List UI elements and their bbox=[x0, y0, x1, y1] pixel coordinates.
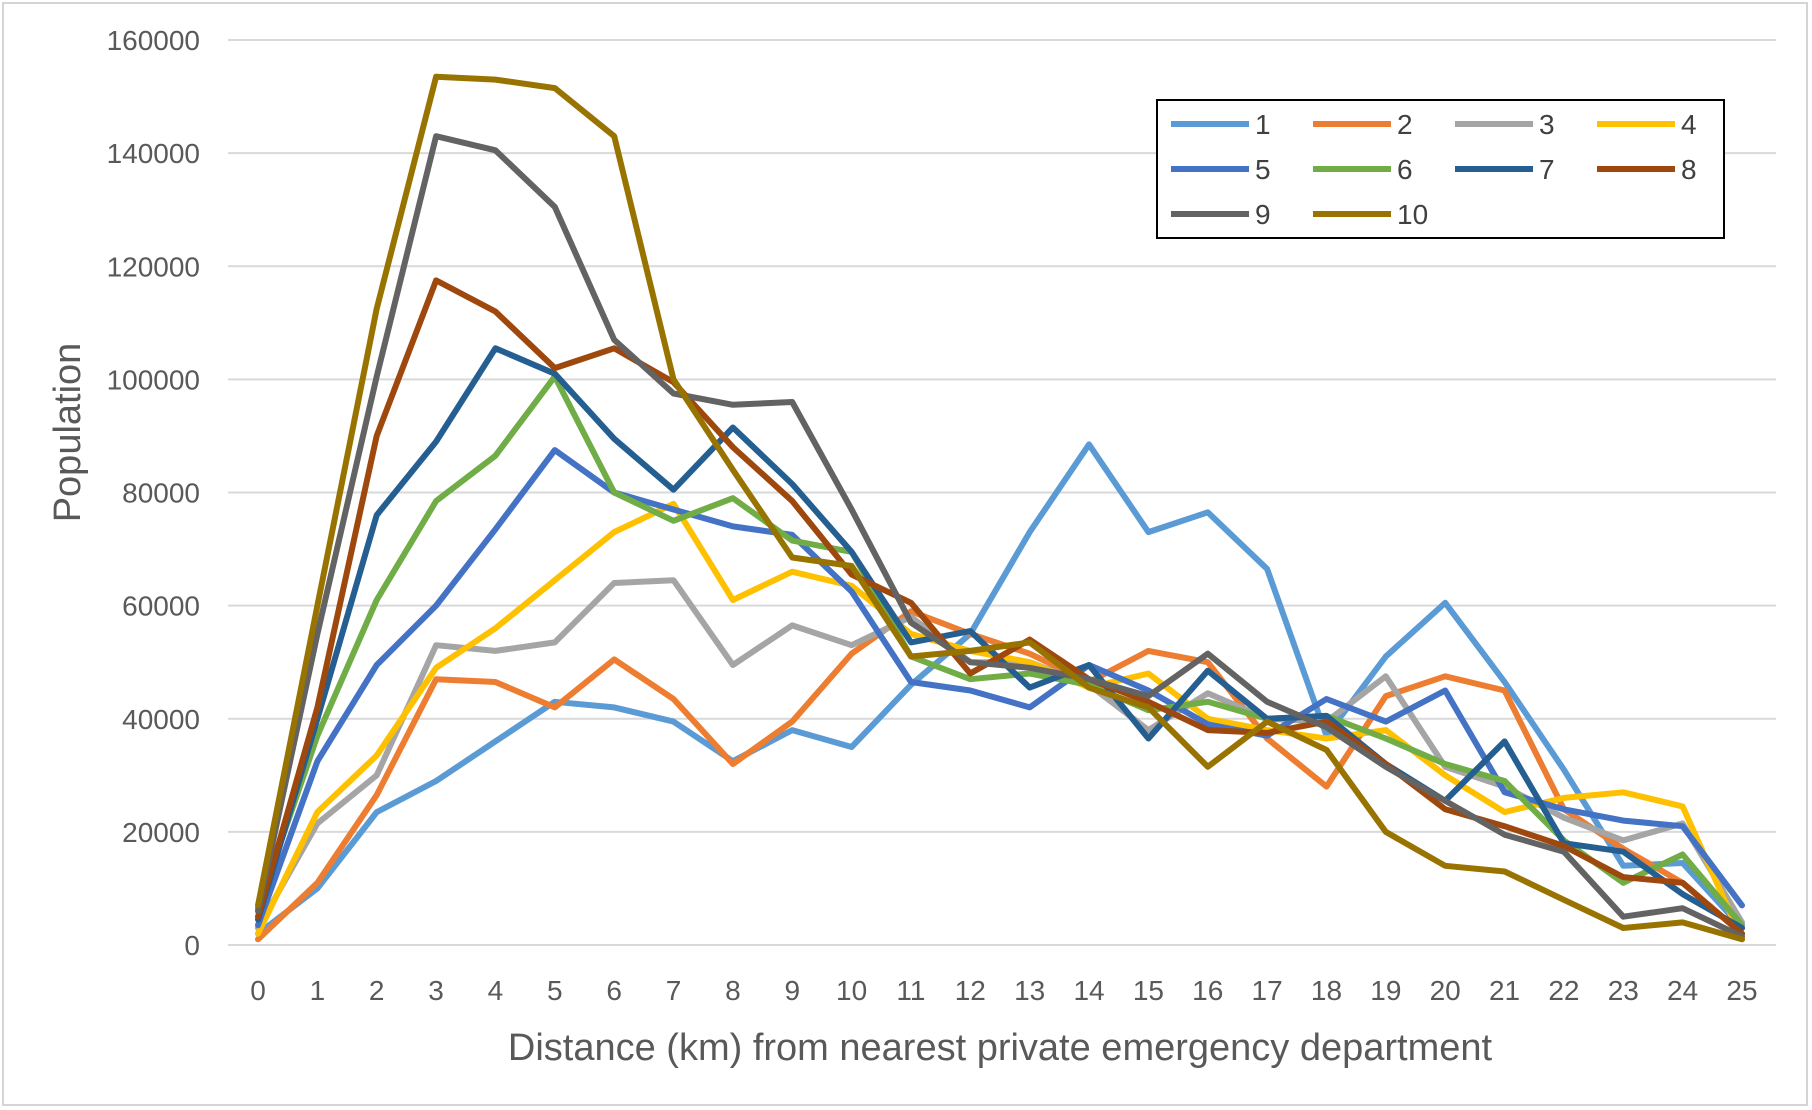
series-line-8 bbox=[255, 277, 1745, 937]
y-tick-label: 60000 bbox=[122, 591, 200, 622]
grid-lines bbox=[228, 39, 1776, 946]
legend-label-10: 10 bbox=[1397, 199, 1428, 230]
series-line-10 bbox=[255, 73, 1745, 943]
x-tick-label: 2 bbox=[369, 975, 385, 1006]
x-tick-label: 21 bbox=[1489, 975, 1520, 1006]
x-tick-label: 7 bbox=[666, 975, 682, 1006]
x-tick-label: 23 bbox=[1608, 975, 1639, 1006]
x-tick-label: 3 bbox=[428, 975, 444, 1006]
x-tick-label: 14 bbox=[1073, 975, 1104, 1006]
x-tick-label: 25 bbox=[1726, 975, 1757, 1006]
legend-label-4: 4 bbox=[1681, 109, 1697, 140]
y-axis-title: Population bbox=[47, 343, 89, 523]
legend-label-5: 5 bbox=[1255, 154, 1271, 185]
y-tick-label: 160000 bbox=[107, 25, 200, 56]
x-tick-label: 20 bbox=[1430, 975, 1461, 1006]
legend-label-6: 6 bbox=[1397, 154, 1413, 185]
x-tick-label: 6 bbox=[606, 975, 622, 1006]
y-tick-label: 120000 bbox=[107, 251, 200, 282]
y-tick-label: 100000 bbox=[107, 364, 200, 395]
legend: 1 2 3 4 5 6 7 8 9 10 bbox=[1156, 99, 1725, 239]
legend-label-1: 1 bbox=[1255, 109, 1271, 140]
x-tick-label: 0 bbox=[250, 975, 266, 1006]
x-tick-label: 13 bbox=[1014, 975, 1045, 1006]
x-tick-label: 22 bbox=[1548, 975, 1579, 1006]
x-tick-label: 10 bbox=[836, 975, 867, 1006]
legend-label-8: 8 bbox=[1681, 154, 1697, 185]
legend-label-3: 3 bbox=[1539, 109, 1555, 140]
series-line-5 bbox=[255, 447, 1745, 929]
legend-label-2: 2 bbox=[1397, 109, 1413, 140]
y-tick-label: 40000 bbox=[122, 704, 200, 735]
x-tick-label: 24 bbox=[1667, 975, 1698, 1006]
series-line-6 bbox=[255, 373, 1745, 929]
x-tick-label: 15 bbox=[1133, 975, 1164, 1006]
x-tick-label: 8 bbox=[725, 975, 741, 1006]
x-tick-label: 19 bbox=[1370, 975, 1401, 1006]
x-tick-label: 11 bbox=[896, 975, 925, 1006]
y-tick-label: 140000 bbox=[107, 138, 200, 169]
x-tick-label: 5 bbox=[547, 975, 563, 1006]
series-line-1 bbox=[255, 441, 1745, 937]
y-tick-label: 80000 bbox=[122, 478, 200, 509]
x-axis-ticks: 0 1 2 3 4 5 6 7 8 9 10 11 12 13 14 15 16 17 18 19 20 21 22 23 24… bbox=[250, 975, 1757, 1006]
x-tick-label: 4 bbox=[488, 975, 504, 1006]
x-tick-label: 18 bbox=[1311, 975, 1342, 1006]
y-tick-label: 20000 bbox=[122, 817, 200, 848]
x-axis-title: Distance (km) from nearest private emerg… bbox=[508, 1027, 1493, 1069]
x-tick-label: 12 bbox=[955, 975, 986, 1006]
series-lines bbox=[255, 73, 1745, 943]
x-tick-label: 17 bbox=[1252, 975, 1283, 1006]
legend-items: 1 2 3 4 5 6 7 8 9 10 bbox=[1171, 109, 1697, 230]
x-tick-label: 9 bbox=[784, 975, 800, 1006]
x-tick-label: 1 bbox=[310, 975, 326, 1006]
legend-label-7: 7 bbox=[1539, 154, 1555, 185]
y-axis-ticks: 0 20000 40000 60000 80000 100000 120000 140000 1… bbox=[107, 25, 200, 961]
x-tick-label: 16 bbox=[1192, 975, 1223, 1006]
series-line-9 bbox=[255, 133, 1745, 940]
y-tick-label: 0 bbox=[184, 930, 200, 961]
legend-label-9: 9 bbox=[1255, 199, 1271, 230]
